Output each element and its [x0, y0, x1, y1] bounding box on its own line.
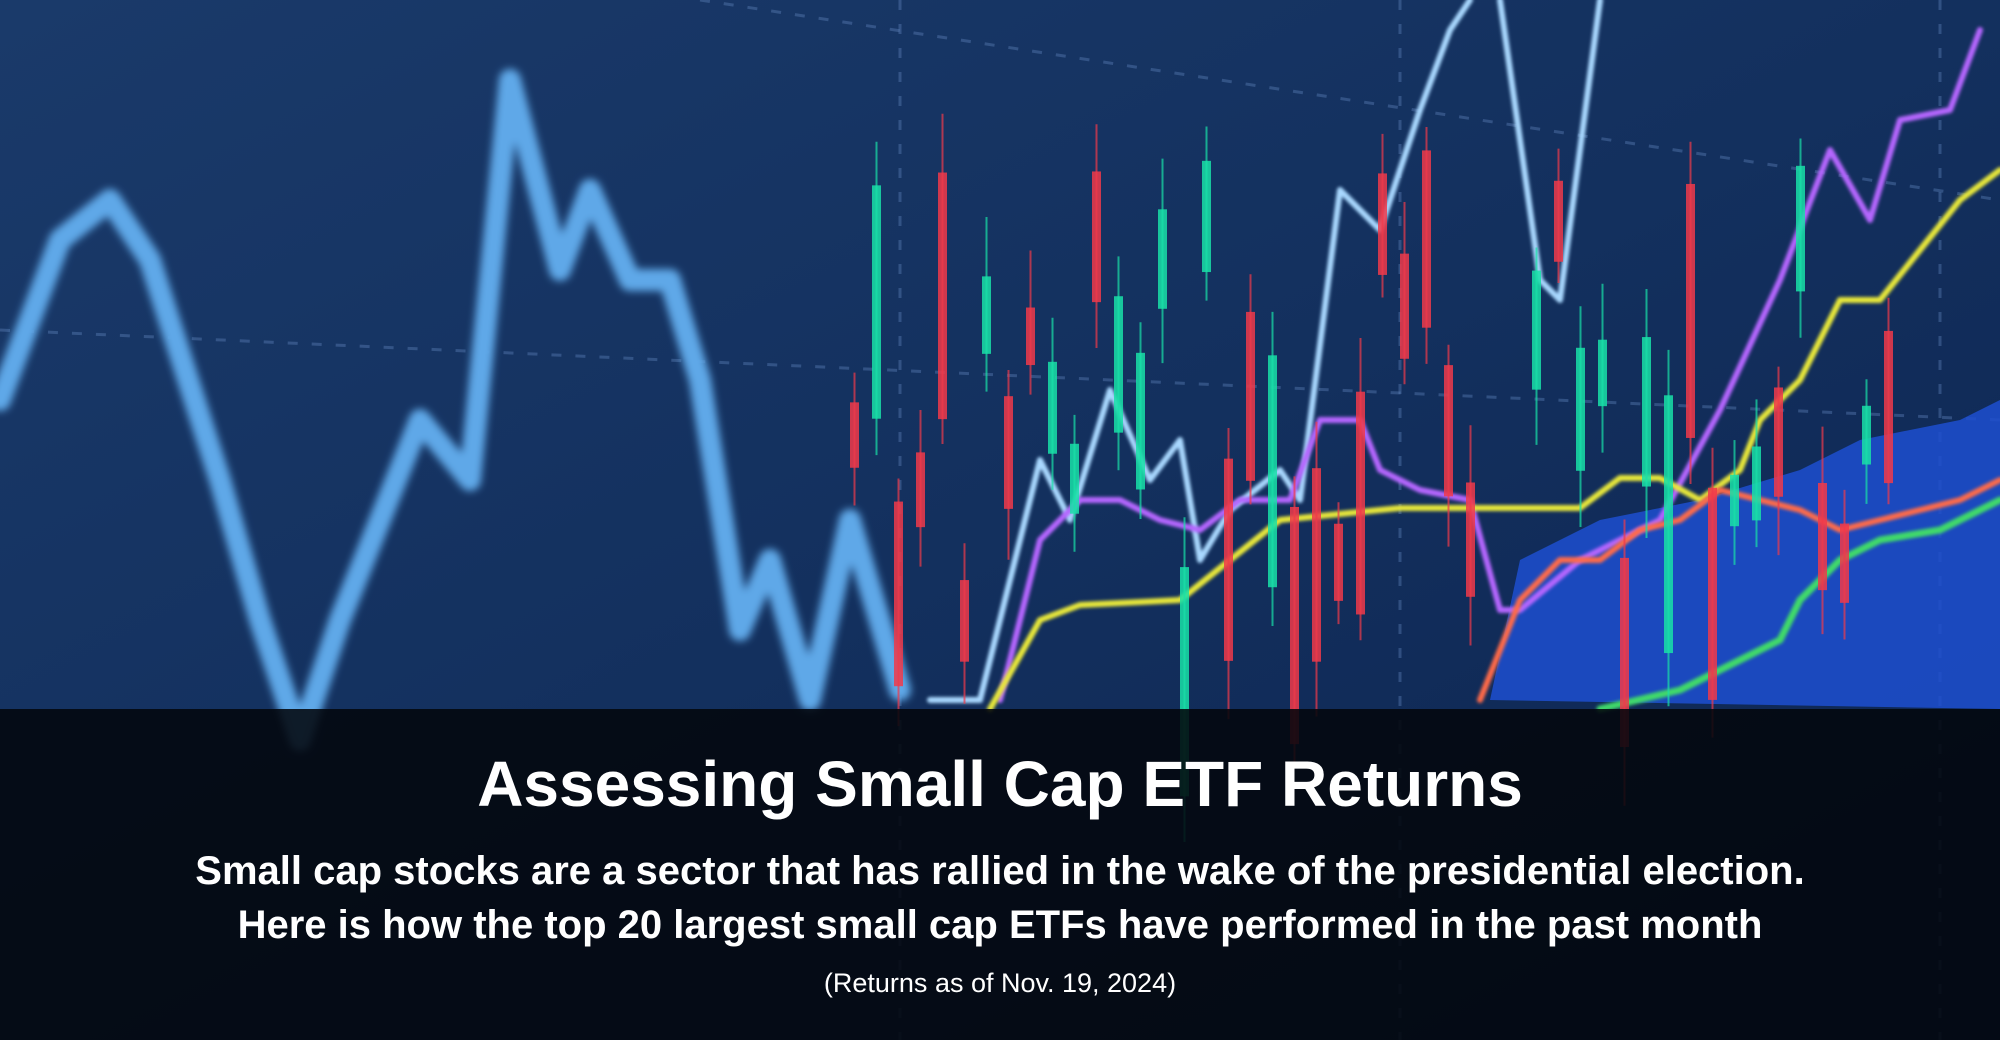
candle-decoration [872, 185, 881, 419]
candle-decoration [1664, 395, 1673, 654]
candle-decoration [982, 276, 991, 354]
candle-decoration [938, 172, 947, 420]
candle-decoration [1070, 443, 1079, 514]
subtitle: Small cap stocks are a sector that has r… [195, 849, 1804, 893]
candle-decoration [1686, 183, 1695, 438]
candle-decoration [1422, 150, 1431, 328]
candle-decoration [960, 580, 969, 662]
candle-decoration [1532, 270, 1541, 390]
area-decoration [1490, 400, 2000, 709]
candle-decoration [1466, 482, 1475, 597]
candle-decoration [1114, 296, 1123, 433]
candle-decoration [1884, 330, 1893, 484]
candle-decoration [1246, 311, 1255, 481]
candle-decoration [1224, 458, 1233, 661]
candle-decoration [1576, 347, 1585, 471]
candle-decoration [1774, 387, 1783, 497]
candle-decoration [1620, 557, 1629, 748]
candle-decoration [1290, 506, 1299, 745]
candle-decoration [1004, 396, 1013, 509]
candle-decoration [894, 501, 903, 687]
candle-decoration [1444, 365, 1453, 497]
caption-band [0, 709, 2000, 1040]
candle-decoration [1708, 487, 1717, 700]
candle-decoration [1840, 523, 1849, 603]
candle-decoration [1752, 446, 1761, 521]
candle-decoration [1554, 180, 1563, 262]
title: Assessing Small Cap ETF Returns [477, 748, 1523, 820]
candle-decoration [1026, 307, 1035, 366]
candle-decoration [1268, 355, 1277, 588]
candle-decoration [1378, 173, 1387, 275]
candlestick-decorations [850, 113, 1893, 842]
candle-decoration [1862, 405, 1871, 465]
candle-decoration [1356, 391, 1365, 615]
candle-decoration [1598, 339, 1607, 407]
subtitle: Here is how the top 20 largest small cap… [238, 903, 1763, 947]
candle-decoration [1818, 482, 1827, 591]
note: (Returns as of Nov. 19, 2024) [824, 968, 1176, 998]
candle-decoration [1642, 337, 1651, 487]
candle-decoration [1180, 567, 1189, 797]
candle-decoration [1796, 165, 1805, 292]
candle-decoration [1400, 253, 1409, 359]
candle-decoration [1312, 468, 1321, 662]
candle-decoration [916, 452, 925, 528]
candle-decoration [1092, 171, 1101, 303]
candle-decoration [850, 402, 859, 468]
candle-decoration [1202, 160, 1211, 273]
candle-decoration [1730, 474, 1739, 527]
candle-decoration [1158, 209, 1167, 309]
candle-decoration [1048, 361, 1057, 454]
candle-decoration [1136, 352, 1145, 490]
candle-decoration [1334, 523, 1343, 601]
